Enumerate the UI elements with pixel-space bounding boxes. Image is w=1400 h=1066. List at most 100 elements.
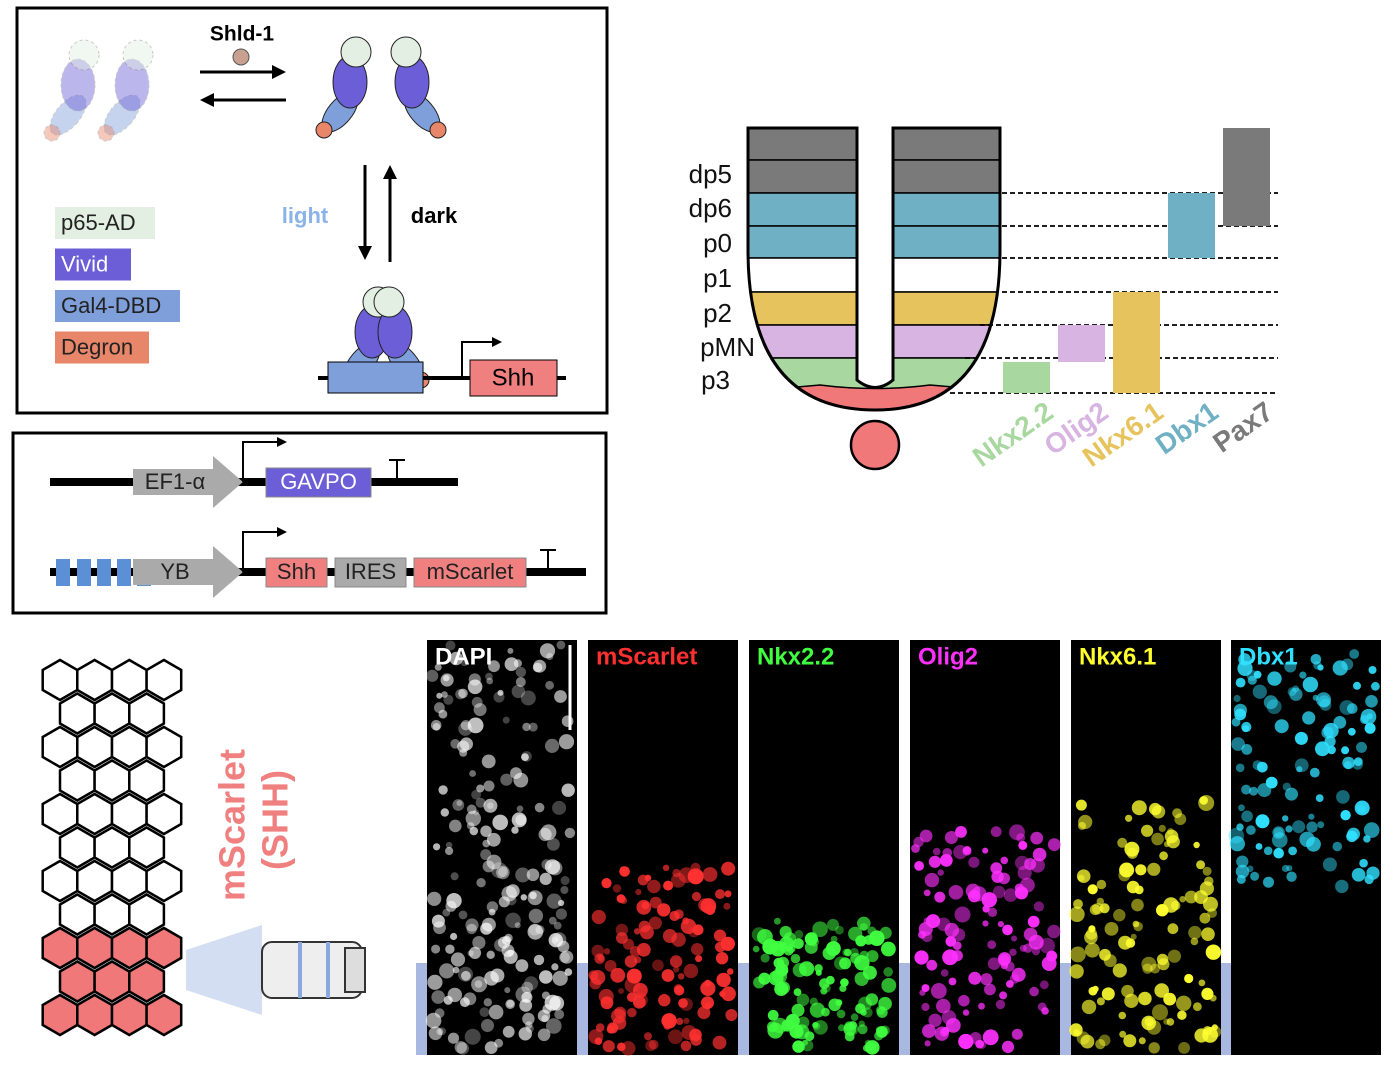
nucleus	[1016, 833, 1026, 843]
nucleus	[1252, 684, 1267, 699]
promoter	[133, 456, 243, 508]
cell	[110, 926, 148, 970]
nucleus	[721, 986, 736, 1002]
nucleus	[552, 970, 568, 986]
nucleus	[535, 925, 545, 935]
cell	[58, 826, 96, 869]
cell	[128, 759, 166, 802]
cell	[110, 993, 148, 1037]
nucleus	[481, 1019, 494, 1032]
nucleus	[458, 966, 473, 982]
nucleus	[1246, 825, 1256, 835]
nucleus	[1028, 934, 1044, 950]
nucleus	[506, 895, 517, 906]
nucleus	[692, 924, 704, 936]
nucleus	[698, 898, 712, 912]
nucleus	[726, 968, 734, 975]
nucleus	[1076, 869, 1091, 883]
nucleus	[1316, 692, 1332, 708]
nucleus	[945, 936, 957, 947]
nucleus	[802, 1039, 808, 1046]
nucleus	[723, 902, 731, 910]
nucleus	[1308, 813, 1315, 820]
nucleus	[980, 973, 993, 986]
cell	[145, 859, 183, 903]
nucleus	[471, 789, 481, 800]
nucleus	[1141, 956, 1157, 972]
nucleus	[604, 960, 617, 972]
nucleus	[857, 1024, 868, 1035]
nucleus	[771, 968, 788, 984]
nucleus	[561, 783, 575, 797]
nucleus	[1365, 695, 1378, 708]
arrow-head	[200, 93, 214, 107]
cell	[128, 692, 166, 735]
nucleus	[869, 1045, 876, 1052]
nucleus	[473, 809, 479, 816]
nucleus	[1041, 956, 1057, 971]
domain-label: p1	[703, 263, 732, 293]
nucleus	[1166, 1018, 1175, 1026]
nucleus	[774, 982, 789, 996]
nucleus	[657, 903, 671, 917]
nucleus	[1081, 999, 1097, 1015]
nucleus	[1032, 847, 1047, 862]
nucleus	[921, 931, 933, 943]
nucleus	[1157, 958, 1170, 971]
light-label: light	[282, 203, 329, 228]
cell	[41, 926, 79, 970]
promoter-label: YB	[160, 559, 189, 584]
nucleus	[940, 969, 949, 977]
nucleus	[1294, 731, 1308, 745]
nucleus	[673, 966, 680, 973]
gene-box	[469, 359, 558, 397]
nucleus	[458, 721, 473, 736]
nucleus	[482, 839, 491, 848]
nucleus	[1267, 671, 1282, 686]
nucleus	[1315, 794, 1324, 802]
nucleus	[1255, 814, 1270, 829]
objective	[261, 941, 366, 999]
nucleus	[770, 940, 786, 957]
nucleus	[436, 1028, 444, 1036]
nucleus	[924, 872, 940, 888]
nucleus	[460, 658, 469, 667]
nucleus	[799, 961, 815, 977]
nucleus	[432, 723, 441, 731]
nucleus	[1163, 1018, 1170, 1025]
light-cone	[186, 925, 262, 1015]
arrow-head	[358, 246, 372, 260]
nucleus	[695, 955, 703, 963]
nucleus	[796, 993, 810, 1007]
nucleus	[469, 770, 476, 777]
nucleus	[1141, 824, 1154, 837]
marker-bar	[1168, 193, 1215, 258]
nucleus	[533, 954, 545, 966]
nucleus	[450, 872, 459, 881]
nucleus	[486, 677, 494, 685]
nucleus	[1272, 826, 1285, 839]
nucleus	[1343, 761, 1352, 770]
nucleus	[1336, 790, 1350, 804]
nucleus	[1198, 979, 1206, 987]
nucleus	[524, 976, 539, 991]
nucleus	[663, 880, 674, 891]
nucleus	[1118, 869, 1131, 882]
nucleus	[793, 988, 802, 996]
cell	[58, 960, 96, 1003]
nucleus	[588, 970, 599, 981]
cell	[110, 792, 148, 836]
nucleus	[1247, 675, 1257, 685]
nucleus	[1282, 815, 1289, 822]
nucleus	[662, 864, 670, 871]
cell	[76, 792, 114, 836]
nucleus	[1196, 860, 1206, 870]
ligand	[232, 48, 250, 66]
nucleus	[923, 917, 931, 924]
uas-site	[117, 559, 131, 586]
nucleus	[486, 950, 495, 959]
nucleus	[446, 893, 462, 909]
cell	[110, 658, 148, 702]
nucleus	[875, 1026, 883, 1034]
nucleus	[1177, 1010, 1187, 1020]
